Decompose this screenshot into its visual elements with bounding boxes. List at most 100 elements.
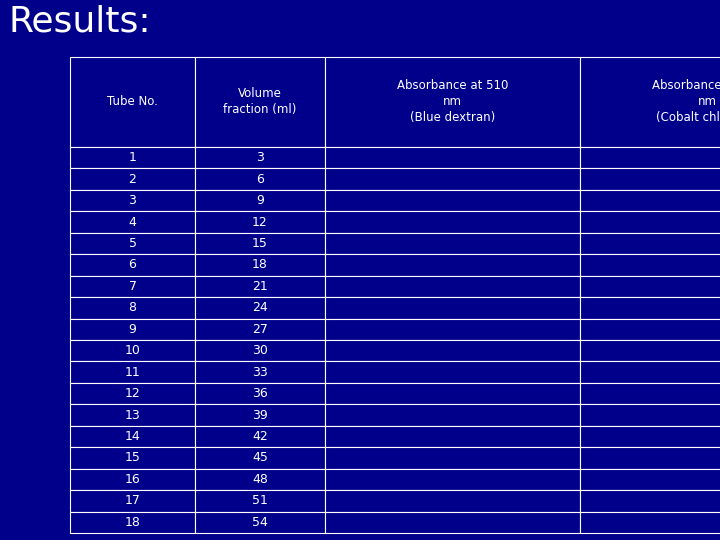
- Bar: [325, 233, 580, 254]
- Bar: [195, 211, 325, 233]
- Text: 30: 30: [252, 344, 268, 357]
- Bar: [70, 57, 195, 147]
- Text: 15: 15: [125, 451, 140, 464]
- Bar: [580, 469, 720, 490]
- Bar: [325, 383, 580, 404]
- Bar: [70, 190, 195, 211]
- Bar: [195, 447, 325, 469]
- Bar: [325, 211, 580, 233]
- Bar: [325, 447, 580, 469]
- Text: 24: 24: [252, 301, 268, 314]
- Text: 42: 42: [252, 430, 268, 443]
- Bar: [70, 211, 195, 233]
- Bar: [580, 233, 720, 254]
- Bar: [195, 168, 325, 190]
- Text: 10: 10: [125, 344, 140, 357]
- Text: 45: 45: [252, 451, 268, 464]
- Bar: [580, 490, 720, 511]
- Text: 14: 14: [125, 430, 140, 443]
- Text: 27: 27: [252, 323, 268, 336]
- Bar: [70, 383, 195, 404]
- Bar: [70, 297, 195, 319]
- Bar: [195, 254, 325, 275]
- Bar: [195, 383, 325, 404]
- Bar: [195, 319, 325, 340]
- Bar: [195, 147, 325, 168]
- Text: 21: 21: [252, 280, 268, 293]
- Bar: [580, 383, 720, 404]
- Bar: [580, 361, 720, 383]
- Bar: [70, 340, 195, 361]
- Bar: [580, 340, 720, 361]
- Bar: [325, 469, 580, 490]
- Text: 54: 54: [252, 516, 268, 529]
- Text: 17: 17: [125, 494, 140, 508]
- Bar: [70, 426, 195, 447]
- Bar: [580, 511, 720, 533]
- Text: 7: 7: [128, 280, 137, 293]
- Bar: [325, 254, 580, 275]
- Text: 6: 6: [129, 259, 136, 272]
- Bar: [325, 275, 580, 297]
- Bar: [70, 490, 195, 511]
- Bar: [580, 447, 720, 469]
- Text: 51: 51: [252, 494, 268, 508]
- Bar: [70, 319, 195, 340]
- Bar: [580, 254, 720, 275]
- Text: 16: 16: [125, 473, 140, 486]
- Bar: [70, 233, 195, 254]
- Text: 12: 12: [125, 387, 140, 400]
- Bar: [325, 147, 580, 168]
- Bar: [70, 404, 195, 426]
- Text: 9: 9: [129, 323, 136, 336]
- Bar: [580, 211, 720, 233]
- Text: Results:: Results:: [8, 5, 150, 39]
- Bar: [325, 404, 580, 426]
- Bar: [580, 168, 720, 190]
- Text: 48: 48: [252, 473, 268, 486]
- Bar: [195, 233, 325, 254]
- Text: 8: 8: [128, 301, 137, 314]
- Bar: [70, 275, 195, 297]
- Bar: [580, 404, 720, 426]
- Bar: [195, 490, 325, 511]
- Text: Absorbance at 510
nm
(Blue dextran): Absorbance at 510 nm (Blue dextran): [397, 79, 508, 125]
- Text: Volume
fraction (ml): Volume fraction (ml): [223, 87, 297, 117]
- Text: 12: 12: [252, 215, 268, 228]
- Bar: [325, 511, 580, 533]
- Bar: [195, 511, 325, 533]
- Bar: [325, 426, 580, 447]
- Text: 4: 4: [129, 215, 136, 228]
- Text: 3: 3: [129, 194, 136, 207]
- Bar: [195, 190, 325, 211]
- Bar: [325, 490, 580, 511]
- Bar: [195, 275, 325, 297]
- Bar: [325, 57, 580, 147]
- Text: Absorbance at 625
nm
(Cobalt chloride ): Absorbance at 625 nm (Cobalt chloride ): [652, 79, 720, 125]
- Bar: [70, 168, 195, 190]
- Text: 13: 13: [125, 409, 140, 422]
- Bar: [580, 275, 720, 297]
- Bar: [580, 297, 720, 319]
- Text: 9: 9: [256, 194, 264, 207]
- Bar: [195, 57, 325, 147]
- Bar: [325, 168, 580, 190]
- Bar: [325, 297, 580, 319]
- Bar: [580, 147, 720, 168]
- Text: 2: 2: [129, 173, 136, 186]
- Bar: [70, 361, 195, 383]
- Text: Tube No.: Tube No.: [107, 96, 158, 109]
- Text: 18: 18: [252, 259, 268, 272]
- Bar: [325, 361, 580, 383]
- Text: 5: 5: [128, 237, 137, 250]
- Bar: [195, 404, 325, 426]
- Text: 11: 11: [125, 366, 140, 379]
- Bar: [580, 319, 720, 340]
- Bar: [580, 57, 720, 147]
- Bar: [70, 469, 195, 490]
- Bar: [325, 319, 580, 340]
- Text: 6: 6: [256, 173, 264, 186]
- Bar: [195, 426, 325, 447]
- Text: 39: 39: [252, 409, 268, 422]
- Bar: [580, 426, 720, 447]
